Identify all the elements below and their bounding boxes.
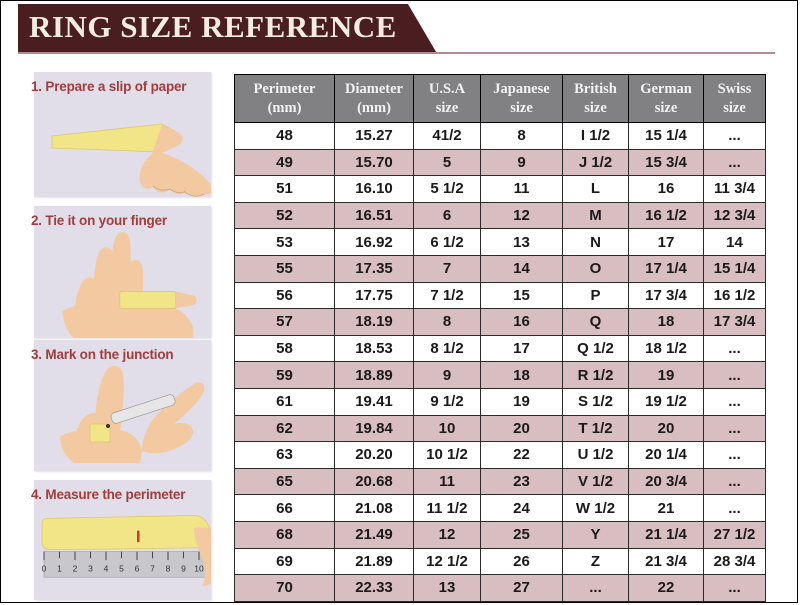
- svg-text:4: 4: [104, 565, 109, 574]
- svg-text:2: 2: [73, 565, 78, 574]
- svg-text:7: 7: [150, 565, 155, 574]
- svg-text:0: 0: [42, 565, 47, 574]
- svg-text:3: 3: [88, 565, 93, 574]
- svg-text:8: 8: [166, 565, 171, 574]
- svg-text:6: 6: [135, 565, 140, 574]
- svg-text:1: 1: [57, 565, 62, 574]
- svg-text:5: 5: [119, 565, 124, 574]
- svg-text:9: 9: [181, 565, 186, 574]
- svg-text:10: 10: [194, 565, 204, 574]
